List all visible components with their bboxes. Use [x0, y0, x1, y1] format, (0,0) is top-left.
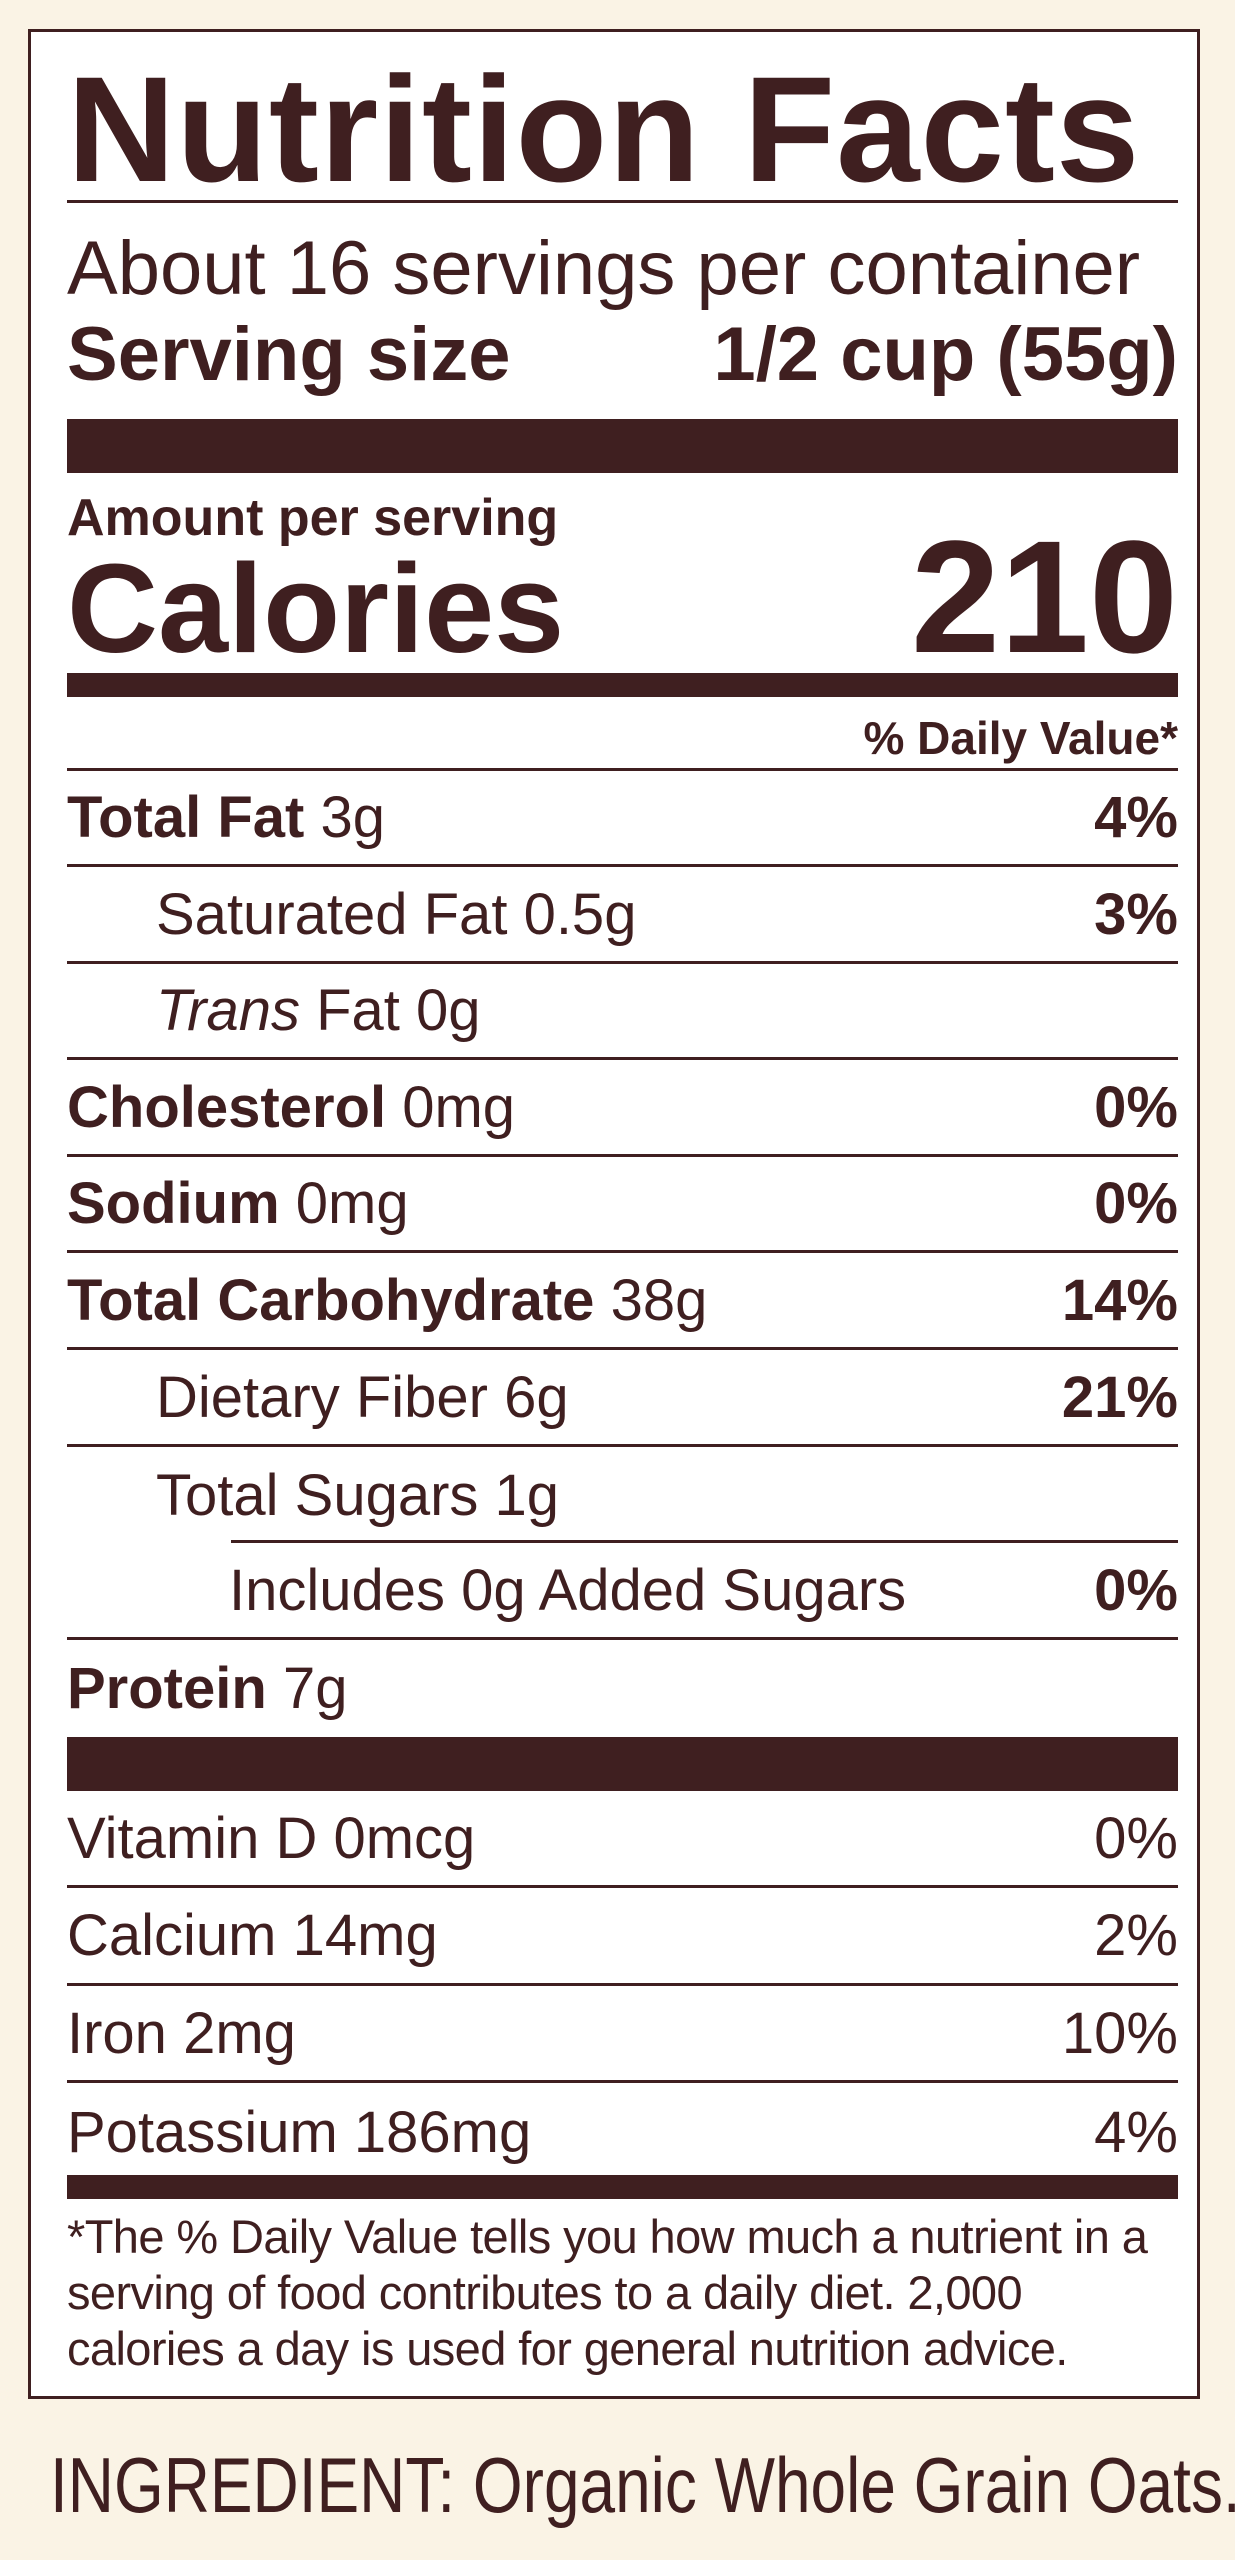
nutrient-name: Saturated Fat: [156, 881, 508, 947]
serving-size-value: 1/2 cup (55g): [713, 312, 1178, 397]
nutrient-amount: 1g: [494, 1462, 560, 1528]
nutrient-name-italic: Trans: [156, 978, 300, 1044]
vitamin-name: Iron: [67, 2000, 167, 2066]
nutrient-daily-value: 3%: [1094, 881, 1178, 947]
vitamin-label: Calcium 14mg: [67, 1902, 438, 1969]
vitamin-name: Calcium: [67, 1903, 277, 1968]
nutrient-row: Dietary Fiber 6g 21%: [67, 1351, 1178, 1447]
nutrient-name: Total Sugars: [156, 1462, 479, 1528]
divider: [67, 768, 1178, 771]
nutrient-row: Protein 7g: [67, 1640, 1178, 1736]
nutrient-amount: 0mg: [295, 1171, 409, 1237]
vitamin-row: Calcium 14mg 2%: [67, 1889, 1178, 1986]
nutrient-label: Total Fat 3g: [67, 784, 385, 851]
nutrient-label: Cholesterol 0mg: [67, 1074, 515, 1141]
vitamin-daily-value: 10%: [1061, 2000, 1178, 2066]
vitamin-daily-value: 2%: [1094, 1903, 1178, 1968]
nutrient-label: Total Carbohydrate 38g: [67, 1267, 707, 1334]
vitamin-row: Iron 2mg 10%: [67, 1986, 1178, 2083]
servings-per-container: About 16 servings per container: [67, 226, 1141, 311]
vitamin-amount: 186mg: [353, 2099, 532, 2165]
nutrient-name: Total Fat: [67, 785, 305, 850]
nutrient-row: Total Sugars 1g: [67, 1447, 1178, 1543]
daily-value-header: % Daily Value*: [863, 712, 1179, 764]
vitamin-daily-value: 4%: [1094, 2099, 1178, 2165]
nutrient-amount: 38g: [610, 1268, 708, 1333]
nutrient-label: Sodium 0mg: [67, 1170, 409, 1237]
nutrient-name: Cholesterol: [67, 1074, 387, 1140]
nutrient-row: Cholesterol 0mg 0%: [67, 1061, 1178, 1157]
vitamin-label: Iron 2mg: [67, 2000, 296, 2067]
nutrient-name: Fat: [316, 978, 400, 1044]
nutrient-label: Includes 0g Added Sugars: [229, 1557, 906, 1624]
nutrient-amount: 0mg: [402, 1074, 516, 1140]
nutrient-label: Total Sugars 1g: [156, 1462, 559, 1529]
vitamin-label: Potassium 186mg: [67, 2099, 531, 2166]
ingredients: INGREDIENT: Organic Whole Grain Oats.: [50, 2441, 1235, 2529]
nutrient-label: Protein 7g: [67, 1655, 347, 1722]
vitamin-name: Potassium: [67, 2099, 338, 2165]
divider: [67, 200, 1178, 203]
nutrient-row: Total Carbohydrate 38g 14%: [67, 1254, 1178, 1350]
calories-value: 210: [911, 507, 1178, 686]
nutrient-amount: 6g: [504, 1364, 569, 1430]
thick-divider: [67, 1737, 1178, 1791]
nutrient-amount: 3g: [320, 785, 385, 850]
calories-label: Calories: [67, 538, 565, 679]
nutrient-amount: 7g: [282, 1655, 348, 1721]
nutrition-facts-panel: Nutrition Facts About 16 servings per co…: [28, 29, 1200, 2399]
vitamin-amount: 0mcg: [333, 1805, 476, 1871]
vitamin-row: Potassium 186mg 4%: [67, 2084, 1178, 2181]
nutrient-daily-value: 14%: [1061, 1268, 1178, 1333]
nutrient-label: Saturated Fat 0.5g: [156, 881, 636, 948]
vitamin-amount: 2mg: [183, 2000, 296, 2066]
nutrient-name: Sodium: [67, 1171, 280, 1237]
nutrient-name: Dietary Fiber: [156, 1364, 488, 1430]
nutrient-daily-value: 4%: [1094, 785, 1178, 850]
nutrient-name: Protein: [67, 1655, 267, 1721]
vitamin-daily-value: 0%: [1094, 1805, 1178, 1871]
calories-row: Calories 210: [67, 507, 1178, 686]
nutrient-amount: 0g: [416, 978, 481, 1044]
thick-divider: [67, 419, 1178, 473]
nutrient-row: Total Fat 3g 4%: [67, 771, 1178, 867]
nutrient-daily-value: 0%: [1094, 1074, 1178, 1140]
nutrient-row: Saturated Fat 0.5g 3%: [67, 868, 1178, 964]
nutrient-name: Includes 0g Added Sugars: [229, 1557, 907, 1623]
vitamin-amount: 14mg: [292, 1903, 438, 1968]
nutrient-label: Dietary Fiber 6g: [156, 1364, 569, 1431]
serving-size-label: Serving size: [67, 312, 511, 397]
daily-value-footnote: *The % Daily Value tells you how much a …: [67, 2210, 1148, 2375]
vitamin-name: Vitamin D: [67, 1805, 318, 1871]
nutrient-daily-value: 0%: [1094, 1557, 1178, 1623]
nutrient-name: Total Carbohydrate: [67, 1268, 595, 1333]
amount-per-serving: Amount per serving: [67, 489, 559, 547]
label-title: Nutrition Facts: [67, 45, 1141, 213]
nutrient-row: Includes 0g Added Sugars 0%: [67, 1544, 1178, 1640]
divider: [231, 1540, 1178, 1544]
nutrient-daily-value: 0%: [1094, 1171, 1178, 1237]
nutrient-daily-value: 21%: [1061, 1364, 1178, 1430]
serving-size: Serving size 1/2 cup (55g): [67, 310, 1178, 400]
vitamin-row: Vitamin D 0mcg 0%: [67, 1791, 1178, 1888]
vitamin-label: Vitamin D 0mcg: [67, 1805, 475, 1872]
nutrient-amount: 0.5g: [523, 881, 637, 947]
medium-divider: [67, 2175, 1178, 2199]
medium-divider: [67, 673, 1178, 697]
nutrient-row: Trans Fat 0g: [67, 964, 1178, 1061]
nutrient-label: Trans Fat 0g: [156, 977, 481, 1044]
nutrient-row: Sodium 0mg 0%: [67, 1157, 1178, 1254]
